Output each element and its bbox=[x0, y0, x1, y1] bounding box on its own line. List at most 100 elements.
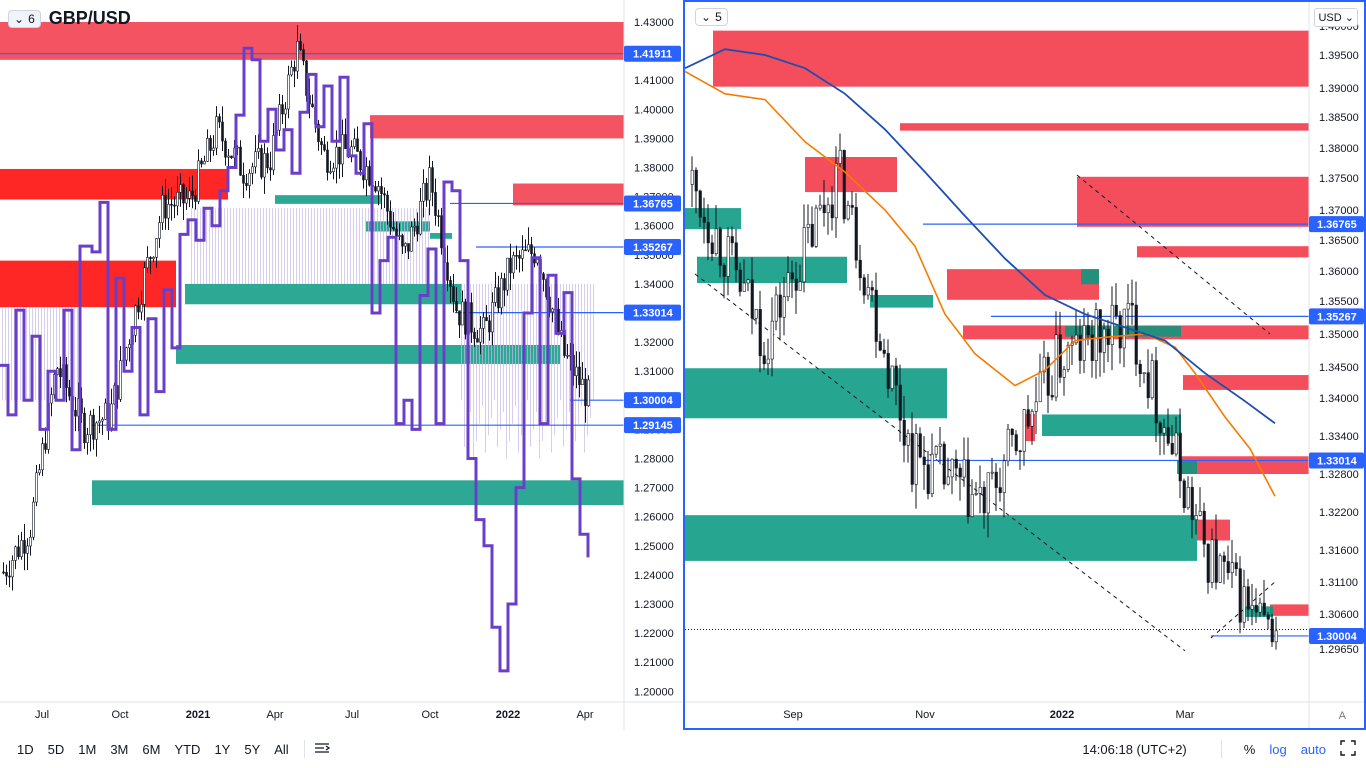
histogram-bar bbox=[584, 283, 585, 453]
candle-body bbox=[1218, 555, 1222, 583]
candle-body bbox=[95, 422, 98, 440]
range-button-3m[interactable]: 3M bbox=[110, 741, 129, 757]
histogram-bar bbox=[419, 208, 420, 284]
candle-body bbox=[1094, 309, 1098, 361]
candle-body bbox=[506, 257, 509, 291]
toolbar-divider bbox=[303, 740, 305, 758]
candle-body bbox=[59, 368, 62, 378]
price-tick-label: 1.36500 bbox=[1319, 235, 1359, 247]
price-marker bbox=[624, 417, 681, 434]
candle-body bbox=[910, 433, 914, 485]
candle-body bbox=[718, 228, 722, 266]
candle-body bbox=[1262, 602, 1266, 616]
range-button-ytd[interactable]: YTD bbox=[174, 741, 201, 757]
candle-body bbox=[726, 236, 730, 277]
left-chart-canvas[interactable]: 1.430001.420001.410001.400001.390001.380… bbox=[0, 0, 682, 730]
range-button-all[interactable]: All bbox=[274, 741, 289, 757]
currency-button[interactable]: USD ⌄ bbox=[1314, 8, 1358, 27]
histogram-bar bbox=[239, 208, 240, 284]
candle-body bbox=[332, 167, 335, 173]
price-tick-label: 1.39500 bbox=[1319, 50, 1359, 62]
range-button-1y[interactable]: 1Y bbox=[214, 741, 231, 757]
range-button-6m[interactable]: 6M bbox=[142, 741, 161, 757]
histogram-bar bbox=[398, 208, 399, 284]
histogram-bar bbox=[59, 307, 60, 401]
log-scale-button[interactable]: log bbox=[1269, 741, 1287, 757]
range-button-1d[interactable]: 1D bbox=[17, 741, 34, 757]
left-interval-button[interactable]: ⌄ 6 bbox=[8, 9, 41, 28]
candle-body bbox=[842, 149, 846, 220]
histogram-bar bbox=[542, 283, 543, 442]
time-label: Oct bbox=[111, 709, 128, 721]
percent-scale-button[interactable]: % bbox=[1243, 741, 1256, 757]
histogram-bar bbox=[578, 283, 579, 424]
histogram-bar bbox=[8, 307, 9, 401]
candle-body bbox=[770, 320, 774, 360]
candle-body bbox=[377, 186, 380, 192]
candle-body bbox=[461, 301, 464, 326]
histogram-bar bbox=[521, 283, 522, 436]
candle-body bbox=[930, 453, 934, 494]
range-button-5d[interactable]: 5D bbox=[47, 741, 65, 757]
candle-body bbox=[14, 546, 17, 561]
histogram-bar bbox=[314, 208, 315, 284]
time-label: Apr bbox=[266, 709, 283, 721]
zone-12 bbox=[685, 208, 741, 230]
auto-scale-toggle[interactable]: auto bbox=[1300, 741, 1326, 757]
candle-body bbox=[786, 272, 790, 297]
candle-body bbox=[515, 255, 518, 257]
candle-body bbox=[1082, 325, 1086, 361]
left-chart-pane[interactable]: 1.430001.420001.410001.400001.390001.380… bbox=[0, 0, 682, 730]
price-tick-label: 1.38000 bbox=[634, 163, 674, 175]
candle-body bbox=[206, 138, 209, 162]
date-range-icon[interactable] bbox=[313, 740, 331, 759]
candle-body bbox=[248, 172, 251, 186]
price-tick-label: 1.25000 bbox=[634, 541, 674, 553]
candle-body bbox=[986, 472, 990, 514]
right-chart-canvas[interactable]: 1.400001.395001.390001.385001.380001.375… bbox=[685, 2, 1364, 728]
histogram-bar bbox=[500, 283, 501, 430]
price-tick-label: 1.38500 bbox=[1319, 112, 1359, 124]
candle-body bbox=[50, 394, 53, 404]
trendline-dashed bbox=[694, 273, 1186, 652]
chevron-down-icon: ⌄ bbox=[14, 11, 25, 26]
candle-body bbox=[98, 420, 101, 424]
candle-body bbox=[894, 365, 898, 386]
candle-body bbox=[578, 366, 581, 386]
candle-body bbox=[488, 320, 491, 333]
price-tick-label: 1.37000 bbox=[1319, 205, 1359, 217]
auto-scale-button[interactable]: A bbox=[1338, 710, 1346, 722]
candle-body bbox=[479, 327, 482, 343]
histogram-bar bbox=[293, 208, 294, 284]
histogram-bar bbox=[422, 208, 423, 284]
histogram-bar bbox=[284, 208, 285, 284]
candle-body bbox=[182, 184, 185, 204]
histogram-bar bbox=[530, 283, 531, 447]
left-chart-header: ⌄ 6 GBP/USD bbox=[8, 8, 131, 29]
clock-display[interactable]: 14:06:18 (UTC+2) bbox=[1082, 741, 1187, 757]
histogram-bar bbox=[329, 208, 330, 284]
candle-body bbox=[224, 140, 227, 158]
histogram-bar bbox=[491, 283, 492, 418]
time-label: Oct bbox=[421, 709, 438, 721]
candle-body bbox=[1086, 325, 1090, 336]
range-button-5y[interactable]: 5Y bbox=[244, 741, 261, 757]
candle-body bbox=[470, 302, 473, 333]
histogram-bar bbox=[560, 283, 561, 401]
candle-body bbox=[8, 575, 11, 578]
fullscreen-icon[interactable] bbox=[1340, 739, 1356, 759]
right-interval-button[interactable]: ⌄ 5 bbox=[695, 8, 728, 26]
zone-18 bbox=[1042, 414, 1181, 436]
candle-body bbox=[89, 414, 92, 436]
candle-body bbox=[1122, 308, 1126, 349]
price-tick-label: 1.37500 bbox=[1319, 173, 1359, 185]
histogram-bar bbox=[272, 208, 273, 284]
right-chart-pane[interactable]: 1.40000 1.39500 1.39000 1.38500 1.38000 1.375… bbox=[683, 0, 1366, 730]
candle-body bbox=[398, 235, 401, 237]
candle-body bbox=[335, 146, 338, 169]
histogram-bar bbox=[302, 208, 303, 284]
candle-body bbox=[125, 347, 128, 361]
zone-3 bbox=[1077, 176, 1309, 227]
zone-1 bbox=[900, 123, 1309, 131]
range-button-1m[interactable]: 1M bbox=[78, 741, 97, 757]
